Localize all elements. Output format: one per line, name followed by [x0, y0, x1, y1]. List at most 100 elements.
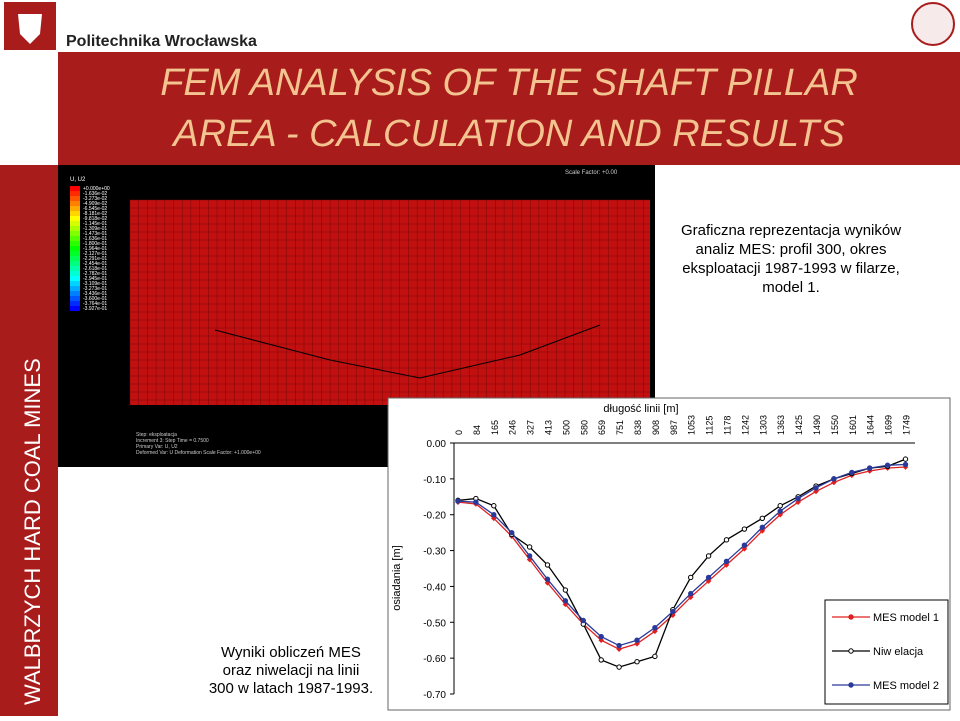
marker [598, 633, 604, 640]
x-tick-label: 1125 [705, 416, 715, 435]
title-band [58, 52, 960, 165]
side-band [0, 165, 58, 716]
marker [831, 476, 837, 482]
contour-swatch [70, 206, 80, 211]
y-tick-label: -0.30 [423, 547, 446, 558]
marker [705, 553, 712, 559]
y-tick-label: -0.20 [423, 511, 446, 522]
contour-label: +0.000e+00 [83, 186, 110, 192]
contour-label: -3.436e-01 [83, 291, 107, 297]
seam [214, 324, 601, 379]
marker [723, 558, 730, 565]
x-tick-label: 413 [544, 420, 554, 435]
contour-swatch [70, 291, 80, 296]
contour-label: -2.454e-01 [83, 261, 107, 267]
contour-label: -3.273e-01 [83, 286, 107, 292]
caption-line: Wyniki obliczeń MES [221, 644, 361, 661]
contour-label: -1.636e-01 [83, 236, 107, 242]
y-tick-label: -0.10 [423, 475, 446, 486]
title-line: FEM ANALYSIS OF THE SHAFT PILLAR [160, 62, 858, 104]
description-line: eksploatacji 1987-1993 w filarze, [682, 260, 900, 277]
marker [509, 529, 515, 536]
side-text: WALBRZYCH HARD COAL MINES [20, 358, 45, 705]
marker [777, 508, 783, 514]
contour-swatch [70, 186, 80, 191]
marker [652, 624, 658, 631]
y-axis-title: osiadania [m] [391, 545, 403, 610]
series-line [457, 466, 906, 650]
x-tick-label: 1749 [902, 415, 912, 435]
x-tick-label: 908 [651, 420, 661, 435]
y-tick-label: 0.00 [427, 439, 447, 450]
title-line: AREA - CALCULATION AND RESULTS [171, 113, 844, 155]
legend-label: MES model 1 [873, 612, 939, 624]
university: Politechnika Wrocławska [66, 33, 257, 50]
marker [777, 503, 783, 509]
marker [544, 562, 551, 568]
contour-label: -3.764e-01 [83, 301, 107, 307]
marker [616, 664, 622, 670]
fem-scale: Scale Factor: +0.00 [565, 170, 618, 176]
marker [544, 576, 551, 582]
marker [616, 642, 622, 649]
marker [688, 590, 694, 597]
marker [902, 461, 909, 468]
contour-label: -1.964e-01 [83, 246, 107, 252]
x-tick-label: 659 [597, 420, 607, 435]
contour-swatch [70, 201, 80, 206]
contour-swatch [70, 236, 80, 241]
contour-swatch [70, 286, 80, 291]
y-tick-label: -0.50 [423, 618, 446, 629]
x-tick-label: 1490 [812, 415, 822, 435]
marker [741, 542, 748, 548]
marker [705, 574, 712, 581]
contour-swatch [70, 256, 80, 261]
x-tick-label: 1363 [776, 415, 786, 435]
contour-label: -3.109e-01 [83, 281, 107, 287]
x-tick-label: 1699 [884, 415, 894, 435]
x-tick-label: 838 [633, 420, 643, 435]
contour-swatch [70, 231, 80, 236]
contour-label: -1.473e-01 [83, 231, 107, 237]
marker [562, 598, 569, 604]
contour-swatch [70, 216, 80, 221]
contour-label: -8.181e-02 [83, 211, 107, 217]
marker [491, 512, 497, 518]
contour-swatch [70, 191, 80, 196]
legend-marker [848, 648, 854, 654]
x-tick-label: 580 [579, 420, 589, 435]
contour-label: -9.818e-02 [83, 216, 107, 222]
contour-label: -4.909e-02 [83, 201, 107, 207]
legend-marker [848, 682, 854, 688]
x-tick-label: 0 [454, 430, 464, 435]
marker [491, 503, 497, 509]
description-line: Graficzna reprezentacja wyników [681, 222, 901, 239]
marker [634, 637, 640, 643]
contour-swatch [70, 261, 80, 266]
marker [795, 495, 801, 502]
x-axis-title: długość linii [m] [603, 403, 678, 415]
fem-footer: Increment 3: Step Time = 0.7500 [136, 438, 209, 444]
caption-line: oraz niwelacji na linii [223, 662, 360, 679]
contour-label: -1.145e-01 [83, 221, 107, 227]
description-line: model 1. [762, 279, 820, 296]
marker [652, 653, 658, 660]
contour-label: -1.636e-02 [83, 191, 107, 197]
marker [759, 515, 765, 521]
contour-label: -2.127e-01 [83, 251, 107, 257]
series-line [457, 463, 906, 647]
seal [911, 2, 955, 46]
marker [580, 617, 586, 624]
marker [688, 574, 694, 581]
x-tick-label: 1053 [687, 415, 697, 435]
contour-swatch [70, 246, 80, 251]
marker [670, 608, 676, 615]
contour-label: -2.291e-01 [83, 256, 107, 262]
contour-swatch [70, 271, 80, 276]
x-tick-label: 1601 [848, 415, 858, 435]
contour-label: -3.273e-02 [83, 196, 107, 202]
contour-swatch [70, 266, 80, 271]
marker [884, 462, 891, 468]
contour-swatch [70, 226, 80, 231]
